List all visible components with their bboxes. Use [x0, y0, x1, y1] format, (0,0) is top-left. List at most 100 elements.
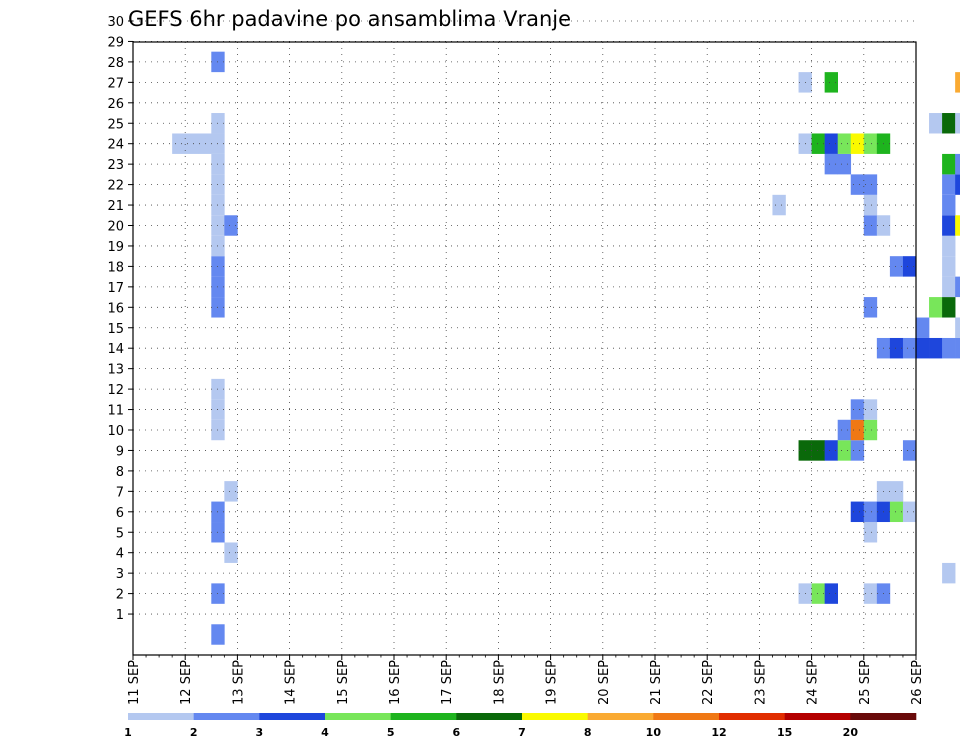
- precip-cell: [889, 256, 904, 277]
- y-tick-label: 28: [107, 56, 124, 71]
- precip-cell: [955, 113, 960, 134]
- precip-cell: [863, 583, 878, 604]
- precip-cell: [863, 399, 878, 420]
- legend-label: 12: [711, 726, 726, 739]
- y-tick-label: 27: [107, 76, 124, 91]
- y-tick-label: 5: [116, 526, 124, 541]
- precip-cell: [955, 337, 960, 359]
- legend-swatch: [719, 713, 785, 720]
- legend-swatch: [193, 713, 260, 720]
- precip-cell: [955, 317, 960, 338]
- legend-label: 7: [518, 726, 526, 739]
- y-tick-label: 23: [107, 158, 124, 173]
- x-tick-label: 25 SEP: [858, 660, 873, 705]
- y-tick-label: 13: [107, 363, 124, 378]
- precip-cell: [198, 133, 212, 154]
- precip-cell: [811, 440, 825, 461]
- x-tick-label: 19 SEP: [545, 660, 560, 705]
- precip-cell: [837, 440, 852, 461]
- precip-cell: [916, 317, 930, 338]
- x-tick-label: 22 SEP: [701, 660, 716, 705]
- color-legend: 1 2 3 4 5 6 7 8 10 12 15 20: [124, 713, 917, 739]
- x-tick-label: 11 SEP: [127, 660, 142, 705]
- precip-cell: [824, 72, 838, 93]
- y-tick-label: 29: [107, 35, 124, 50]
- precip-cell: [955, 276, 960, 298]
- precip-cell: [942, 113, 956, 134]
- x-tick-label: 24 SEP: [806, 660, 821, 705]
- precip-cell: [850, 501, 865, 523]
- y-tick-label: 18: [107, 260, 124, 275]
- precip-cell: [811, 583, 825, 604]
- precip-cell: [955, 215, 960, 236]
- precip-cell: [837, 419, 852, 441]
- precip-cell: [863, 501, 878, 523]
- precip-cell: [824, 583, 838, 604]
- precip-cell: [942, 337, 956, 359]
- y-tick-label: 24: [107, 138, 124, 153]
- y-tick-label: 2: [116, 588, 124, 603]
- precip-cell: [863, 419, 878, 441]
- precip-cell: [863, 215, 878, 236]
- precip-cell: [863, 297, 878, 318]
- precip-cell: [902, 440, 917, 461]
- precip-cell: [824, 440, 838, 461]
- precip-cell: [942, 194, 956, 216]
- precip-cell: [889, 481, 904, 502]
- precip-cell: [824, 133, 838, 154]
- y-tick-label: 22: [107, 179, 124, 194]
- legend-swatch: [587, 713, 654, 720]
- precip-cell: [863, 174, 878, 195]
- legend-swatch: [850, 713, 917, 720]
- y-tick-label: 12: [107, 383, 124, 398]
- x-tick-label: 12 SEP: [179, 660, 194, 705]
- y-tick-label: 30: [107, 15, 124, 30]
- y-tick-label: 25: [107, 117, 124, 132]
- precip-cell: [889, 501, 904, 523]
- y-tick-label: 6: [116, 506, 124, 521]
- precip-cell: [955, 72, 960, 93]
- precip-cell: [942, 153, 956, 175]
- legend-swatch: [259, 713, 326, 720]
- x-tick-label: 20 SEP: [597, 660, 612, 705]
- x-tick-label: 17 SEP: [440, 660, 455, 705]
- y-tick-label: 16: [107, 301, 124, 316]
- precip-cell: [942, 297, 956, 318]
- x-tick-label: 18 SEP: [492, 660, 507, 705]
- y-tick-label: 11: [107, 404, 124, 419]
- precip-cell: [929, 297, 943, 318]
- y-tick-label: 8: [116, 465, 124, 480]
- x-tick-label: 26 SEP: [910, 660, 925, 705]
- grid-lines: [133, 20, 916, 655]
- precip-cell: [929, 337, 943, 359]
- precip-cell: [224, 542, 238, 563]
- legend-label: 10: [646, 726, 662, 739]
- legend-label: 3: [256, 726, 264, 739]
- legend-swatch: [784, 713, 851, 720]
- x-tick-label: 13 SEP: [231, 660, 246, 705]
- legend-swatch: [128, 713, 194, 720]
- y-tick-label: 10: [107, 424, 124, 439]
- precip-cell: [955, 153, 960, 175]
- precip-cell: [942, 562, 956, 584]
- precip-cell: [863, 194, 878, 216]
- chart-title: GEFS 6hr padavine po ansamblima Vranje: [128, 7, 571, 31]
- precip-cell: [929, 113, 943, 134]
- y-tick-label: 14: [107, 342, 124, 357]
- precip-cell: [942, 215, 956, 236]
- precip-cell: [837, 133, 852, 154]
- legend-label: 4: [321, 726, 329, 739]
- precip-cell: [772, 194, 786, 216]
- legend-swatch: [325, 713, 391, 720]
- x-tick-label: 14 SEP: [284, 660, 299, 705]
- precip-cell: [902, 337, 917, 359]
- legend-label: 6: [453, 726, 461, 739]
- precip-cell: [211, 624, 225, 645]
- plot-frame: [132, 41, 917, 656]
- x-tick-label: 21 SEP: [649, 660, 664, 705]
- legend-label: 1: [124, 726, 132, 739]
- precip-cell: [916, 337, 930, 359]
- y-tick-label: 4: [116, 547, 124, 562]
- legend-label: 20: [843, 726, 859, 739]
